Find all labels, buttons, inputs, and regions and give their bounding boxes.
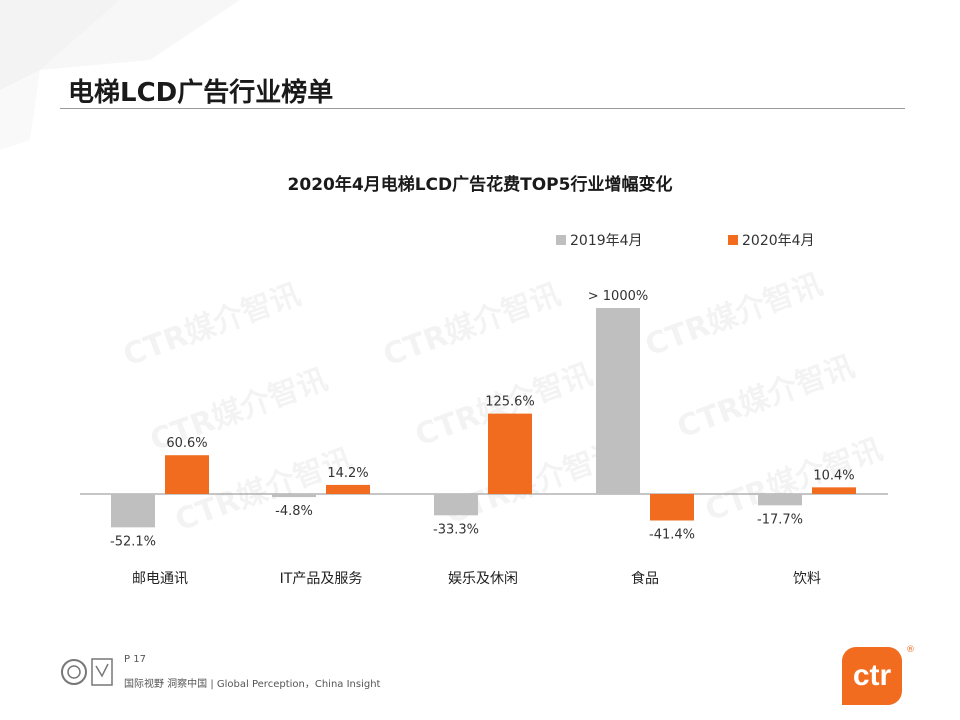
bar-2020-2 — [488, 413, 532, 494]
data-label-2019-4: -17.7% — [757, 512, 803, 527]
bar-2019-2 — [434, 494, 478, 516]
data-label-2020-0: 60.6% — [166, 436, 207, 451]
data-label-2020-2: 125.6% — [485, 395, 535, 410]
legend-swatch-2019 — [556, 235, 566, 245]
category-label-2: 娱乐及休闲 — [448, 571, 518, 587]
data-label-2019-0: -52.1% — [110, 534, 156, 549]
data-label-2019-3: > 1000% — [588, 289, 648, 304]
footer-slogan: 国际视野 洞察中国 | Global Perception，China Insi… — [124, 679, 381, 690]
bar-2019-4 — [758, 494, 802, 506]
bar-2020-3 — [650, 494, 694, 521]
legend-swatch-2020 — [728, 235, 738, 245]
bar-2020-4 — [812, 487, 856, 494]
data-label-2020-3: -41.4% — [649, 527, 695, 542]
category-label-1: IT产品及服务 — [280, 571, 363, 587]
data-label-2019-1: -4.8% — [275, 504, 313, 519]
page-number: P 17 — [124, 654, 146, 665]
legend-item-2019: 2019年4月 — [556, 230, 643, 250]
decorative-corner-shapes — [0, 0, 240, 150]
data-label-2020-4: 10.4% — [813, 468, 854, 483]
data-label-2020-1: 14.2% — [327, 466, 368, 481]
chart-title: 2020年4月电梯LCD广告花费TOP5行业增幅变化 — [287, 175, 673, 195]
category-label-4: 饮料 — [793, 571, 821, 587]
legend-label-2019: 2019年4月 — [570, 233, 643, 249]
legend-item-2020: 2020年4月 — [728, 230, 815, 250]
bar-2020-0 — [165, 455, 209, 494]
bar-2019-0 — [111, 494, 155, 528]
bar-2020-1 — [326, 484, 370, 494]
data-label-2019-2: -33.3% — [433, 522, 479, 537]
bar-2019-1 — [272, 494, 316, 498]
ctr-logo: ctr — [842, 647, 902, 705]
certification-logos — [60, 656, 116, 692]
page-title: 电梯LCD广告行业榜单 — [68, 78, 334, 108]
category-label-3: 食品 — [631, 570, 659, 587]
category-label-0: 邮电通讯 — [132, 571, 188, 587]
chart-legend: 2019年4月 2020年4月 — [0, 230, 960, 250]
registered-mark: ® — [906, 645, 915, 655]
title-divider — [60, 108, 905, 109]
bar-2019-3 — [596, 308, 640, 494]
legend-label-2020: 2020年4月 — [742, 233, 815, 249]
certification-badge-icon — [61, 658, 113, 686]
